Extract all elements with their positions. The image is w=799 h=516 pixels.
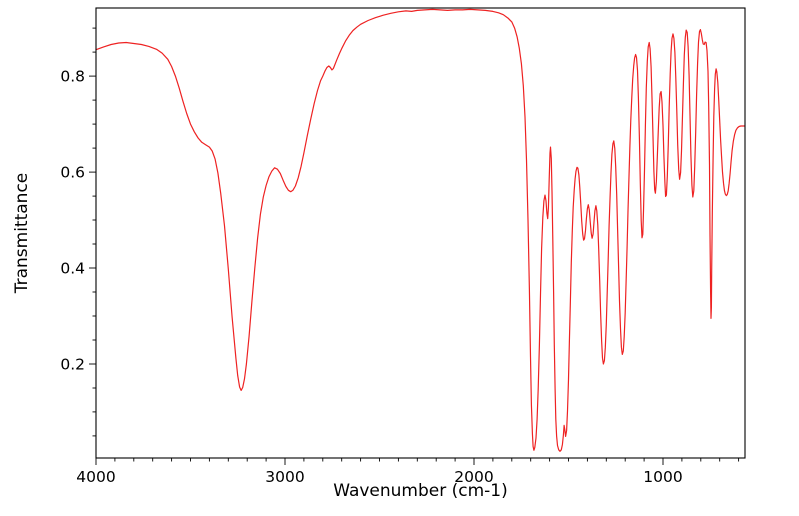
x-tick-label: 2000: [454, 468, 493, 486]
spectrum-line: [95, 8, 745, 452]
y-tick-label: 0.4: [60, 260, 85, 278]
y-tick-label: 0.6: [60, 164, 85, 182]
x-tick-label: 4000: [76, 468, 115, 486]
x-axis-title: Wavenumber (cm-1): [333, 481, 508, 501]
plot-frame: [95, 7, 746, 459]
y-tick-label: 0.2: [60, 356, 85, 374]
x-tick-label: 3000: [265, 468, 304, 486]
x-tick-label: 1000: [643, 468, 682, 486]
y-tick-label: 0.8: [60, 68, 85, 86]
y-axis-title: Transmittance: [12, 172, 32, 294]
